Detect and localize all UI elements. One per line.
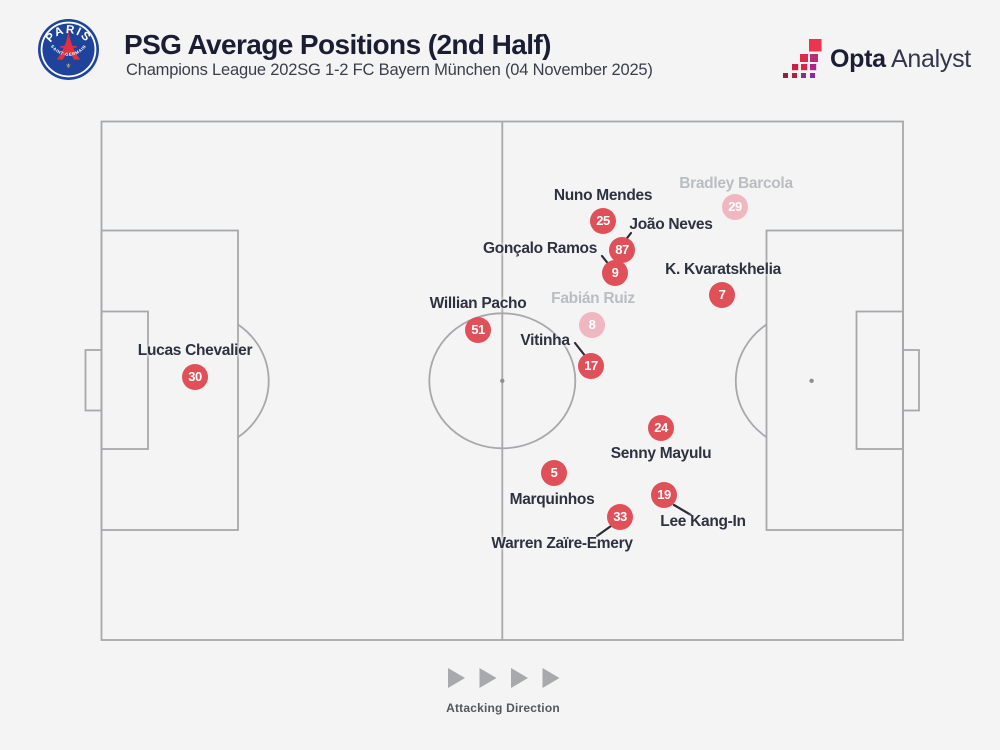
player-marker-fabi-n-ruiz: 8	[579, 312, 605, 338]
player-label-fabi-n-ruiz: Fabián Ruiz	[551, 290, 635, 307]
center-spot	[500, 378, 505, 383]
player-marker-lucas-chevalier: 30	[182, 364, 208, 390]
player-label-senny-mayulu: Senny Mayulu	[610, 445, 712, 462]
player-marker-gon-alo-ramos: 9	[602, 260, 628, 286]
player-marker-vitinha: 17	[578, 353, 604, 379]
attacking-direction-arrows	[448, 668, 560, 688]
center-circle	[428, 312, 577, 450]
player-label-bradley-barcola: Bradley Barcola	[679, 175, 793, 192]
connector-warren-za-re-emery	[595, 524, 613, 538]
opta-analyst-logo: Opta Analyst	[783, 38, 971, 80]
arrow-right-icon	[542, 668, 560, 688]
fleur-de-lis-icon: ⚜	[66, 62, 72, 70]
player-label-gon-alo-ramos: Gonçalo Ramos	[482, 240, 598, 257]
player-label-warren-za-re-emery: Warren Zaïre-Emery	[491, 535, 633, 552]
player-label-lucas-chevalier: Lucas Chevalier	[137, 342, 253, 359]
goal-left	[84, 349, 103, 412]
player-label-jo-o-neves: João Neves	[629, 216, 713, 233]
crest-paris-text: PARIS	[43, 23, 94, 45]
eiffel-tower-icon	[56, 30, 81, 60]
player-label-nuno-mendes: Nuno Mendes	[553, 187, 653, 204]
player-marker-nuno-mendes: 25	[590, 208, 616, 234]
player-marker-marquinhos: 5	[541, 460, 567, 486]
connector-lee-kang-in	[672, 503, 693, 517]
brand-opta: Opta	[830, 44, 886, 73]
player-marker-bradley-barcola: 29	[722, 194, 748, 220]
page-subtitle: Champions League 202SG 1-2 FC Bayern Mün…	[126, 61, 653, 79]
player-label-lee-kang-in: Lee Kang-In	[660, 513, 746, 530]
player-marker-lee-kang-in: 19	[651, 482, 677, 508]
player-marker-k-kvaratskhelia: 7	[709, 282, 735, 308]
arrow-right-icon	[479, 668, 497, 688]
page-title: PSG Average Positions (2nd Half)	[124, 29, 551, 60]
player-label-marquinhos: Marquinhos	[509, 491, 595, 508]
player-label-vitinha: Vitinha	[520, 332, 570, 349]
brand-analyst: Analyst	[891, 44, 971, 73]
psg-crest: PARIS SAINT-GERMAIN ⚜	[38, 19, 99, 80]
attacking-direction-label: Attacking Direction	[446, 701, 560, 715]
penalty-arc-left	[237, 323, 270, 438]
penalty-spot-right	[809, 378, 814, 383]
player-marker-willian-pacho: 51	[465, 317, 491, 343]
eiffel-tower-bar	[60, 45, 77, 48]
player-label-k-kvaratskhelia: K. Kvaratskhelia	[665, 261, 781, 278]
arrow-right-icon	[448, 668, 465, 688]
player-marker-senny-mayulu: 24	[648, 415, 674, 441]
player-label-willian-pacho: Willian Pacho	[429, 295, 527, 312]
goal-right	[902, 349, 920, 412]
player-marker-warren-za-re-emery: 33	[607, 504, 633, 530]
penalty-arc-right	[734, 323, 768, 438]
opta-analyst-wordmark: Opta Analyst	[830, 45, 971, 74]
crest-white-ring	[40, 21, 97, 78]
arrow-right-icon	[511, 668, 528, 688]
player-marker-jo-o-neves: 87	[609, 237, 635, 263]
opta-mark-icon	[783, 39, 822, 78]
